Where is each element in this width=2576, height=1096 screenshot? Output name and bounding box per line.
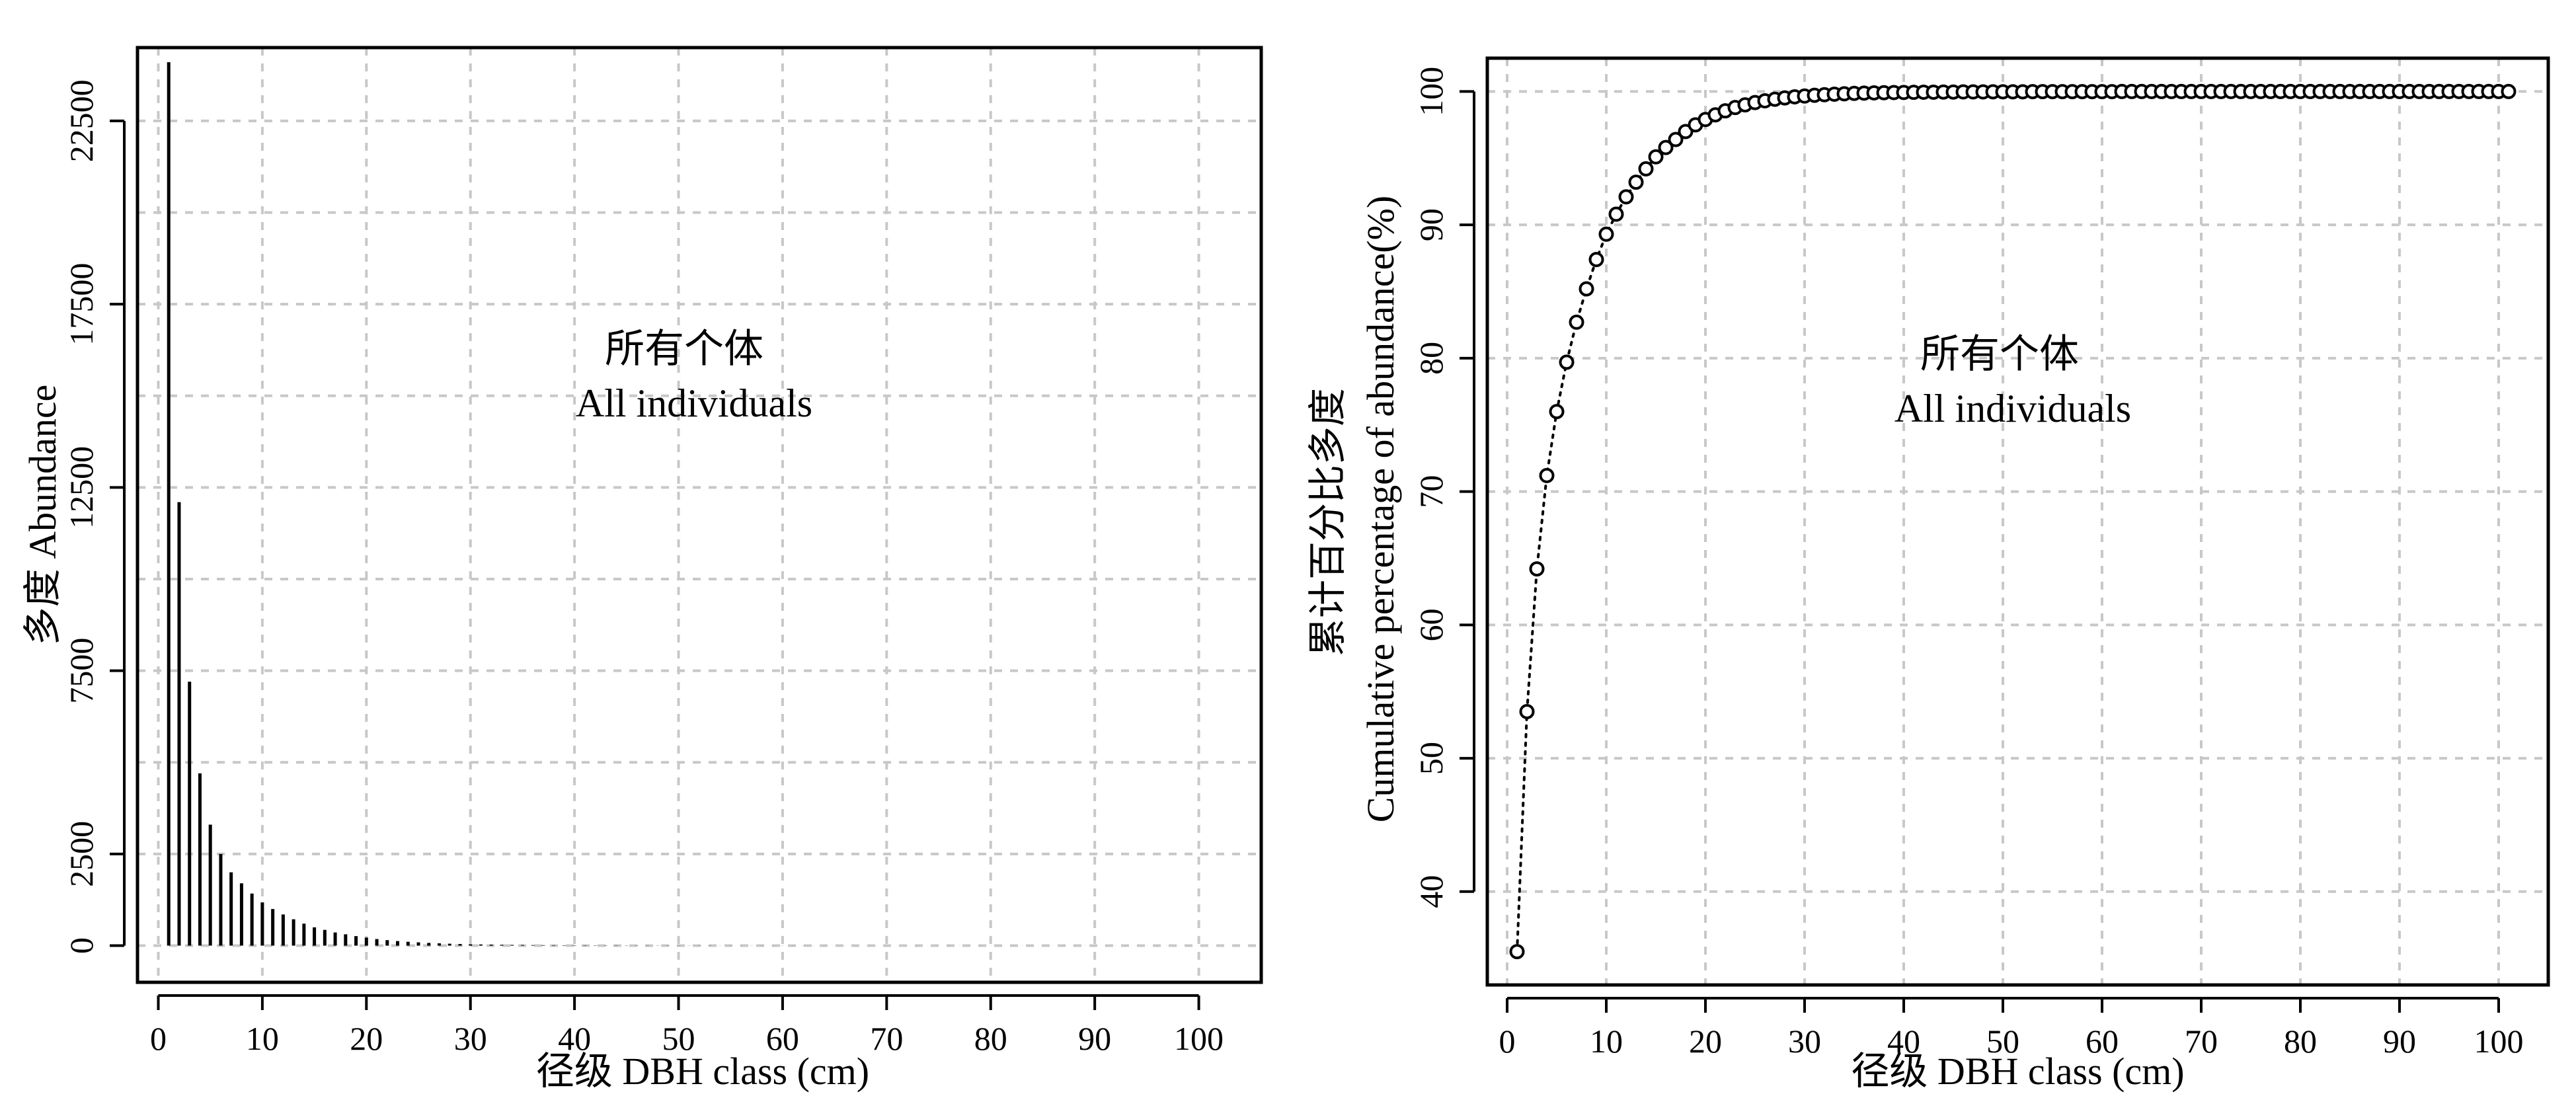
abundance-x-tick-label: 40: [558, 1020, 591, 1057]
abundance-y-axis-title: 多度 Abundance: [21, 385, 64, 646]
abundance-x-tick-label: 70: [870, 1020, 903, 1057]
cumulative-x-tick-label: 70: [2185, 1023, 2218, 1060]
cumulative-x-tick-label: 80: [2284, 1023, 2317, 1060]
cumulative-point: [1618, 189, 1634, 205]
cumulative-x-axis-title: 径级 DBH class (cm): [1851, 1050, 2184, 1093]
cumulative-chart: 0 10 20 30 40 50 60 70 80 90 100 40 50 60 70 80 90 100 径…: [1306, 56, 2550, 1093]
cumulative-point: [1569, 314, 1584, 330]
cumulative-y-tick-label: 60: [1413, 608, 1450, 641]
abundance-annotation-en: All individuals: [576, 381, 812, 425]
abundance-x-tick-label: 20: [350, 1020, 383, 1057]
cumulative-point: [1549, 404, 1565, 420]
abundance-bars: [167, 62, 1201, 946]
cumulative-x-tick-label: 20: [1689, 1023, 1722, 1060]
cumulative-point: [1608, 206, 1624, 222]
abundance-x-tick-label: 80: [974, 1020, 1007, 1057]
cumulative-plot-frame: [1485, 56, 2550, 987]
cumulative-point: [1579, 281, 1594, 297]
cumulative-x-axis: 0 10 20 30 40 50 60 70 80 90 100: [1499, 997, 2524, 1060]
cumulative-x-tick-label: 40: [1887, 1023, 1920, 1060]
abundance-x-tick-label: 100: [1174, 1020, 1224, 1057]
abundance-y-tick-label: 2500: [63, 821, 100, 887]
cumulative-y-tick-label: 80: [1413, 342, 1450, 375]
cumulative-line: [1516, 90, 2510, 953]
cumulative-point: [1638, 161, 1654, 176]
cumulative-y-tick-label: 100: [1413, 67, 1450, 116]
cumulative-y-axis-title-en: Cumulative percentage of abundance(%): [1359, 196, 1402, 823]
cumulative-x-tick-label: 60: [2086, 1023, 2119, 1060]
cumulative-x-tick-label: 10: [1590, 1023, 1623, 1060]
abundance-grid: [137, 48, 1261, 982]
abundance-x-axis: 0 10 20 30 40 50 60 70 80 90 100: [150, 994, 1224, 1057]
abundance-y-tick-label: 7500: [63, 638, 100, 704]
cumulative-y-axis-title-cn: 累计百分比多度: [1306, 388, 1349, 656]
cumulative-y-axis: 40 50 60 70 80 90 100: [1413, 67, 1475, 908]
cumulative-point: [1559, 354, 1575, 370]
cumulative-y-tick-label: 70: [1413, 475, 1450, 508]
abundance-x-tick-label: 0: [150, 1020, 167, 1057]
abundance-x-tick-label: 30: [454, 1020, 487, 1057]
cumulative-point: [1588, 252, 1604, 268]
cumulative-annotation-en: All individuals: [1894, 387, 2131, 430]
cumulative-point: [1658, 139, 1674, 155]
cumulative-x-tick-label: 90: [2383, 1023, 2416, 1060]
abundance-y-tick-label: 17500: [63, 263, 100, 346]
cumulative-y-tick-label: 90: [1413, 208, 1450, 241]
cumulative-annotation-cn: 所有个体: [1920, 333, 2079, 376]
abundance-chart: 0 10 20 30 40 50 60 70 80 90 100 0 2500 7500 12500 175…: [21, 46, 1263, 1093]
cumulative-x-tick-label: 50: [1986, 1023, 2019, 1060]
abundance-x-tick-label: 10: [246, 1020, 279, 1057]
abundance-y-tick-label: 12500: [63, 446, 100, 529]
abundance-x-tick-label: 60: [766, 1020, 799, 1057]
cumulative-point: [1539, 467, 1555, 483]
cumulative-grid: [1487, 58, 2548, 985]
cumulative-y-tick-label: 50: [1413, 742, 1450, 775]
abundance-x-axis-title: 径级 DBH class (cm): [536, 1050, 869, 1093]
abundance-y-tick-label: 22500: [63, 79, 100, 162]
cumulative-point: [1668, 132, 1684, 147]
cumulative-x-tick-label: 30: [1788, 1023, 1821, 1060]
abundance-x-tick-label: 90: [1078, 1020, 1111, 1057]
cumulative-point: [2501, 83, 2517, 99]
cumulative-point: [1598, 226, 1614, 242]
abundance-annotation-cn: 所有个体: [605, 327, 763, 371]
cumulative-point: [1519, 703, 1535, 719]
cumulative-y-tick-label: 40: [1413, 875, 1450, 908]
cumulative-x-tick-label: 0: [1499, 1023, 1516, 1060]
abundance-x-tick-label: 50: [662, 1020, 695, 1057]
cumulative-points: [1509, 83, 2517, 960]
cumulative-point: [1648, 149, 1664, 165]
cumulative-point: [1628, 175, 1644, 190]
abundance-y-axis: 0 2500 7500 12500 17500 22500: [63, 79, 126, 954]
abundance-y-tick-label: 0: [63, 937, 100, 954]
cumulative-point: [1509, 944, 1525, 960]
cumulative-x-tick-label: 100: [2474, 1023, 2524, 1060]
abundance-plot-frame: [136, 46, 1263, 984]
cumulative-point: [1529, 561, 1545, 577]
